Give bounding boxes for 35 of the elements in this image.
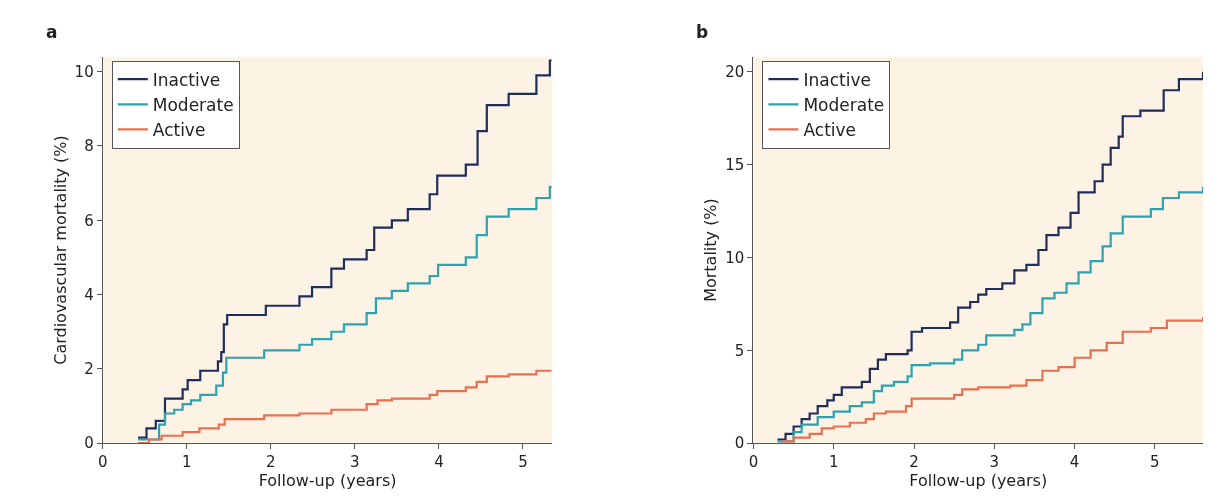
y-axis-title: Mortality (%) xyxy=(701,198,721,302)
chart-title: b xyxy=(696,22,709,42)
legend-label: Active xyxy=(803,120,857,141)
x-tick-label: 4 xyxy=(1069,453,1080,472)
legend-label: Inactive xyxy=(152,69,221,90)
x-tick-label: 1 xyxy=(182,453,192,472)
chart-title: a xyxy=(46,22,58,42)
x-tick-label: 3 xyxy=(350,453,360,472)
x-tick-label: 4 xyxy=(434,453,444,472)
x-tick-label: 5 xyxy=(1150,453,1160,472)
y-tick-label: 10 xyxy=(74,62,94,81)
legend-label: Inactive xyxy=(803,69,871,90)
y-tick-label: 4 xyxy=(84,285,94,304)
y-tick-label: 2 xyxy=(84,360,94,379)
x-tick-label: 3 xyxy=(989,453,1000,472)
x-axis-title: Follow-up (years) xyxy=(909,471,1048,491)
y-tick-label: 10 xyxy=(725,248,745,267)
x-tick-label: 5 xyxy=(518,453,528,472)
y-tick-label: 15 xyxy=(725,155,745,174)
y-tick-label: 20 xyxy=(725,62,745,81)
legend-label: Moderate xyxy=(152,94,234,115)
x-tick-label: 0 xyxy=(98,453,108,472)
x-tick-label: 0 xyxy=(748,453,759,472)
legend-label: Moderate xyxy=(803,94,885,115)
y-tick-label: 0 xyxy=(734,434,745,453)
y-tick-label: 0 xyxy=(84,434,94,453)
y-tick-label: 5 xyxy=(734,341,745,360)
legend-label: Active xyxy=(152,120,206,141)
y-tick-label: 8 xyxy=(84,137,94,156)
x-axis-title: Follow-up (years) xyxy=(258,471,397,491)
y-tick-label: 6 xyxy=(84,211,94,230)
x-tick-label: 2 xyxy=(909,453,919,472)
x-tick-label: 2 xyxy=(266,453,276,472)
x-tick-label: 1 xyxy=(828,453,839,472)
y-axis-title: Cardiovascular mortality (%) xyxy=(50,135,70,365)
